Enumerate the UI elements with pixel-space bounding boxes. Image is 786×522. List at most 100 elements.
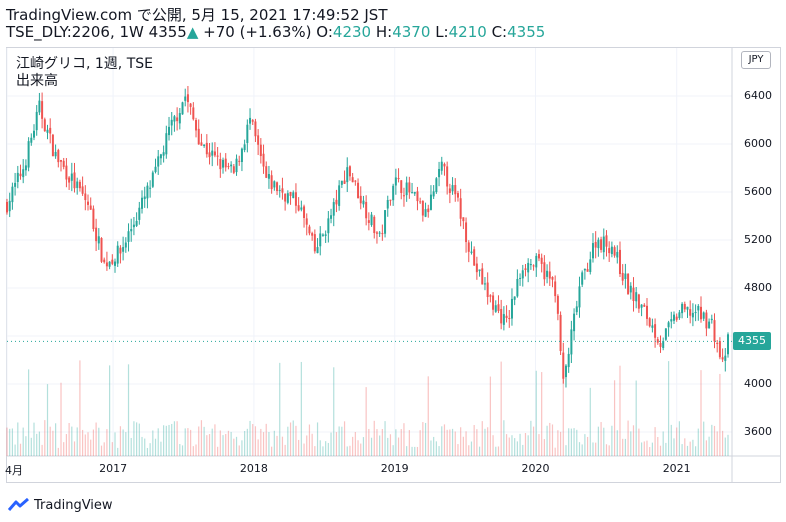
volume-bar [457,444,459,456]
volume-bar [341,426,343,456]
currency-badge[interactable]: JPY [741,51,771,69]
candle-body [705,312,708,329]
candle-body [529,264,532,266]
candle-body [727,334,729,355]
candle-body [440,161,443,171]
candle-body [168,126,171,136]
volume-bar [689,441,691,456]
volume-bar [22,427,24,456]
volume-bar [111,442,113,456]
candle-body [478,269,481,272]
volume-bar [160,441,162,456]
volume-bar [516,441,518,456]
candle-body [365,201,368,219]
volume-bar [559,431,562,456]
x-tick-label: 2021 [662,462,691,475]
candle-body [41,101,44,119]
volume-bar [503,420,505,456]
x-tick-label: 2019 [380,462,409,475]
volume-bar [422,422,424,456]
candle-body [308,226,311,234]
candle-body [11,186,14,203]
candle-body [24,165,27,171]
volume-bar [276,435,278,456]
volume-bar [476,429,478,456]
volume-bar [311,433,313,456]
candle-body [335,199,338,205]
candle-body [691,312,694,318]
volume-bar [535,370,537,456]
candle-body [570,329,573,355]
candle-body [494,305,497,312]
candle-body [81,186,84,194]
candle-body [249,117,252,124]
candle-body [586,269,589,272]
volume-bar [495,446,497,456]
candle-body [65,165,68,180]
candle-body [97,236,100,244]
volume-bar [427,376,429,456]
candle-body [389,199,392,201]
candle-body [51,134,54,157]
candle-body [443,163,446,167]
candle-body [421,200,424,216]
volume-bar [713,425,716,456]
volume-bar [49,426,51,456]
volume-bar [187,428,189,456]
volume-bar [622,438,624,456]
candle-body [108,261,111,267]
candle-body [589,259,592,272]
candle-body [232,166,235,173]
candle-body [678,312,681,319]
candle-body [473,249,476,266]
close-label: C: [491,23,508,41]
candle-body [313,234,316,252]
candle-body [170,119,173,126]
volume-bar [52,430,54,456]
chart-header-line2: TSE_DLY:2206, 1W 4355▲ +70 (+1.63%) O:42… [6,23,545,41]
volume-bar [411,446,413,456]
candle-body [608,248,611,254]
volume-bar [543,439,545,456]
candle-body [483,283,486,285]
candle-body [178,113,181,124]
volume-bar [44,420,46,456]
volume-bar [522,444,524,456]
volume-bar [325,441,327,456]
candle-body [672,314,675,321]
candle-body [618,249,621,275]
volume-bar [368,428,370,456]
volume-bar [678,421,680,456]
volume-bar [9,428,11,456]
brand[interactable]: TradingView [8,496,113,514]
candle-body [575,306,578,313]
volume-bar [109,365,111,456]
volume-bar [343,421,346,456]
x-tick-label: 2018 [239,462,268,475]
volume-bar [354,431,356,456]
candle-body [373,216,376,234]
volume-bar [416,446,419,456]
volume-bar [397,437,400,456]
candle-body [662,341,665,348]
volume-bar [684,438,686,456]
volume-bar [119,426,122,456]
candle-body [559,314,562,352]
candle-body [640,304,643,308]
candle-body [581,272,584,285]
volume-bar [435,441,437,456]
volume-bar [562,374,564,456]
candle-body [694,312,697,314]
volume-bar [217,446,219,456]
candle-body [392,185,395,201]
candle-body [95,227,98,242]
volume-bar [627,420,629,456]
candle-body [629,285,632,293]
volume-bar [244,430,246,456]
volume-bar [133,421,135,456]
volume-bar [654,427,656,456]
volume-bar [541,372,543,456]
candle-body [238,160,241,162]
volume-bar [238,445,240,456]
